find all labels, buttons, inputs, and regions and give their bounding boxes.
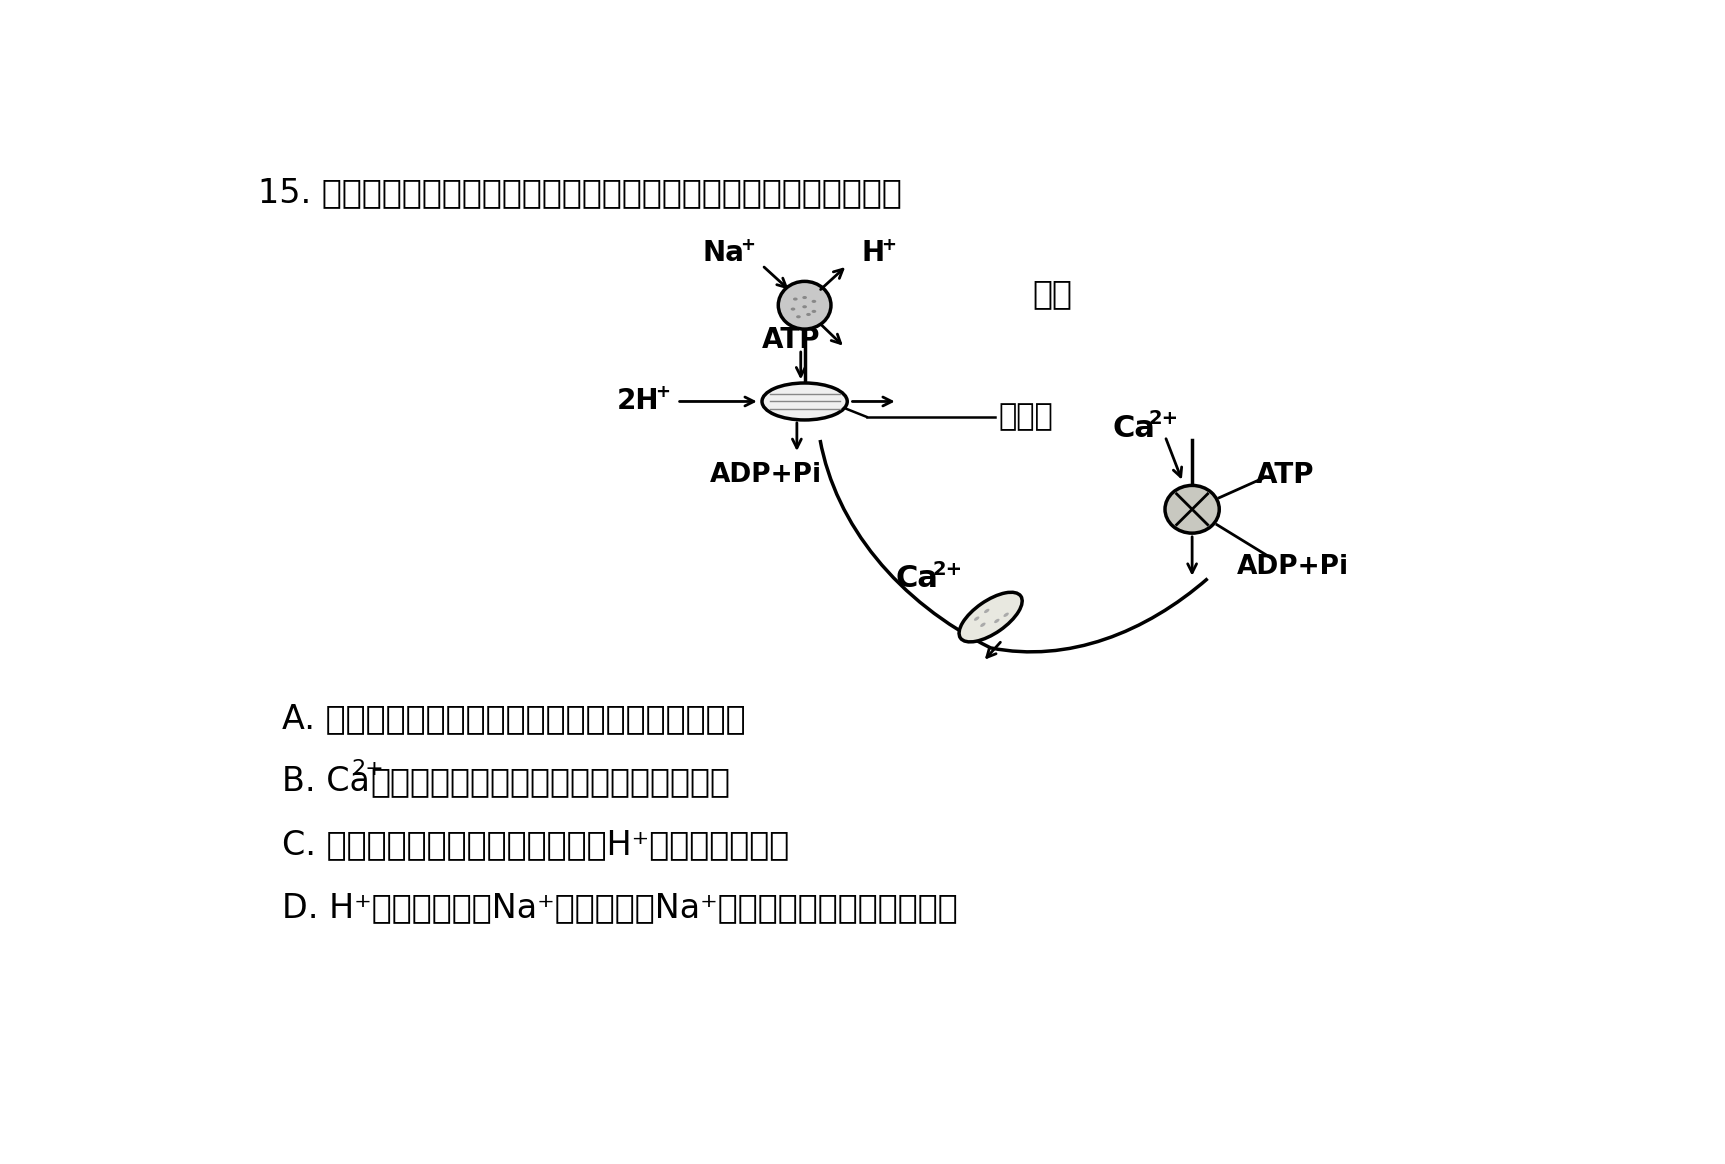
Text: B. Ca: B. Ca — [281, 765, 369, 797]
Ellipse shape — [959, 592, 1023, 641]
Text: 15. 下图是液泡膜上各种离子跨膜运输机制示意图。下列叙述正确的有: 15. 下图是液泡膜上各种离子跨膜运输机制示意图。下列叙述正确的有 — [259, 177, 902, 210]
Ellipse shape — [975, 617, 980, 620]
Text: +: + — [656, 383, 671, 402]
Text: 2+: 2+ — [352, 759, 385, 779]
Text: 以主动运输的方式从液泡进入细胞质基质: 以主动运输的方式从液泡进入细胞质基质 — [371, 765, 731, 797]
Text: A. 图示物质运输过程体现了液泡膜具有选择透过性: A. 图示物质运输过程体现了液泡膜具有选择透过性 — [281, 702, 745, 734]
Text: C. 液泡与动物细胞的溶酶体内都因H⁺浓度高而呈酸性: C. 液泡与动物细胞的溶酶体内都因H⁺浓度高而呈酸性 — [281, 828, 788, 861]
Text: +: + — [740, 236, 756, 254]
Text: ADP+Pi: ADP+Pi — [1237, 554, 1349, 580]
Text: ATP: ATP — [1256, 461, 1314, 489]
Ellipse shape — [778, 282, 831, 329]
Ellipse shape — [806, 313, 811, 315]
Text: Na: Na — [702, 239, 743, 267]
Text: ADP+Pi: ADP+Pi — [709, 462, 821, 488]
Ellipse shape — [1004, 612, 1009, 617]
Ellipse shape — [1164, 485, 1220, 533]
Ellipse shape — [762, 383, 847, 420]
Text: 液泡: 液泡 — [1033, 277, 1073, 310]
Text: D. H⁺运出液泡伴随Na⁺进入液泡，Na⁺进入液泡的方式是主动运输: D. H⁺运出液泡伴随Na⁺进入液泡，Na⁺进入液泡的方式是主动运输 — [281, 892, 957, 924]
Text: 液泡膜: 液泡膜 — [999, 403, 1054, 432]
Ellipse shape — [811, 310, 816, 313]
Ellipse shape — [994, 619, 999, 623]
Text: Ca: Ca — [895, 565, 938, 594]
Text: 2+: 2+ — [933, 560, 963, 579]
Text: ATP: ATP — [761, 326, 819, 354]
Ellipse shape — [802, 305, 807, 308]
Text: +: + — [881, 236, 895, 254]
Text: H: H — [861, 239, 885, 267]
Ellipse shape — [983, 609, 990, 613]
Ellipse shape — [794, 298, 797, 300]
Text: 2+: 2+ — [1149, 409, 1178, 428]
Ellipse shape — [811, 300, 816, 303]
Ellipse shape — [802, 296, 807, 299]
Text: Ca: Ca — [1113, 414, 1156, 443]
Ellipse shape — [790, 307, 795, 311]
Ellipse shape — [797, 315, 800, 318]
Text: 2H: 2H — [618, 388, 659, 416]
Ellipse shape — [980, 623, 985, 627]
